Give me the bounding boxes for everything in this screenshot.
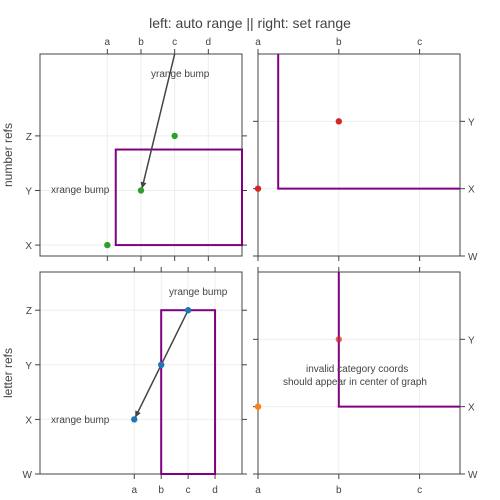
x-tick-label: b: [336, 37, 342, 48]
x-tick-label: d: [206, 37, 212, 48]
data-point: [104, 241, 111, 249]
x-tick-label: a: [255, 37, 261, 48]
data-point: [254, 403, 262, 410]
y-tick-label: Y: [468, 117, 475, 128]
data-point: [335, 118, 342, 125]
shape-path: [337, 272, 460, 408]
data-point: [254, 185, 262, 192]
y-tick-label: X: [468, 185, 475, 196]
annotation-arrowhead: [140, 181, 147, 189]
x-tick-label: c: [186, 485, 191, 496]
y-tick-label: Z: [26, 132, 32, 143]
annotation-text: xrange bump: [51, 415, 110, 426]
x-tick-label: b: [336, 485, 342, 496]
x-tick-label: b: [158, 485, 164, 496]
y-tick-label: X: [25, 241, 32, 252]
plot-frame: [257, 271, 461, 475]
annotation-text: should appear in center of graph: [283, 377, 427, 388]
y-tick-label: Y: [468, 335, 475, 346]
data-point: [137, 187, 145, 194]
annotation-arrow: [141, 53, 176, 189]
annotation-text: xrange bump: [51, 185, 110, 196]
y-tick-label: Y: [25, 361, 32, 372]
x-tick-label: a: [105, 37, 111, 48]
figure-title: left: auto range || right: set range: [149, 15, 351, 31]
y-axis-title: number refs: [1, 123, 15, 187]
x-tick-label: c: [417, 37, 422, 48]
plot-frame: [39, 271, 243, 475]
data-point: [171, 132, 178, 140]
shape-rect: [114, 148, 243, 247]
plot-frame: [257, 53, 461, 257]
data-point: [158, 361, 165, 369]
annotation-text: invalid category coords: [306, 364, 408, 375]
x-tick-label: b: [138, 37, 144, 48]
y-tick-label: Y: [25, 186, 32, 197]
data-point: [131, 416, 138, 423]
annotation-text: yrange bump: [169, 287, 228, 298]
x-tick-label: a: [131, 485, 137, 496]
data-point: [184, 307, 192, 314]
x-tick-label: a: [255, 485, 261, 496]
y-tick-label: Z: [26, 306, 32, 317]
y-tick-label: X: [468, 403, 475, 414]
annotation-arrowhead: [135, 410, 141, 418]
x-tick-label: d: [212, 485, 218, 496]
y-tick-label: X: [25, 415, 32, 426]
annotation-text: yrange bump: [151, 69, 210, 80]
data-point: [335, 336, 342, 343]
y-tick-label: W: [468, 252, 478, 263]
shape-path: [277, 54, 460, 190]
y-tick-label: W: [23, 470, 33, 481]
y-axis-title: letter refs: [1, 348, 15, 398]
x-tick-label: c: [417, 485, 422, 496]
x-tick-label: c: [172, 37, 177, 48]
panel-top-right: a b c W X Y: [253, 37, 478, 263]
y-tick-label: W: [468, 470, 478, 481]
